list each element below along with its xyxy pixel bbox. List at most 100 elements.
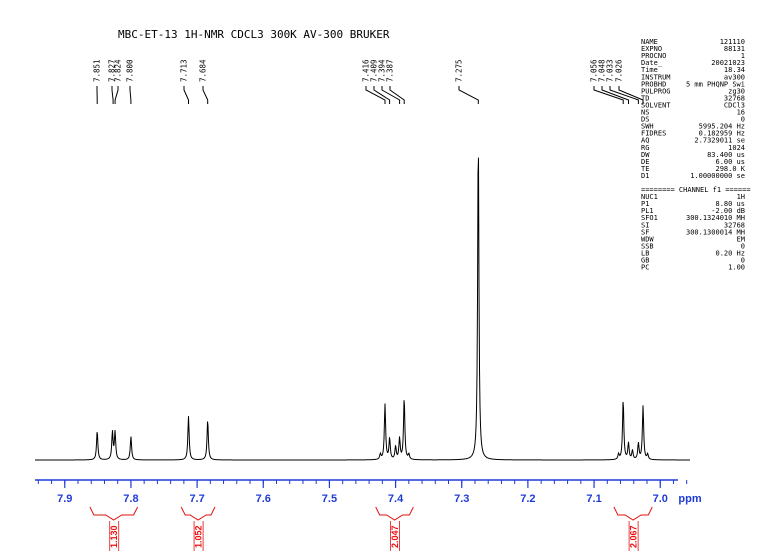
- peak-label-leader: [609, 86, 639, 104]
- peak-label-leader: [114, 86, 119, 104]
- param-key: PROCNO: [641, 52, 666, 60]
- x-axis-label: ppm: [678, 493, 701, 505]
- param-value: 0.182959 Hz: [699, 130, 745, 138]
- param-value: 1024: [728, 144, 745, 152]
- integral-group: 1.130 1.052 2.047 2.067: [89, 506, 653, 551]
- param-value: zg30: [728, 87, 745, 95]
- param-value: 32768: [724, 94, 745, 102]
- integral-value: 2.047: [390, 525, 400, 548]
- integral-bracket: [375, 506, 414, 521]
- peak-label-leader: [381, 86, 401, 104]
- param-value: 6.00 us: [715, 158, 745, 166]
- param-key: Time: [641, 66, 658, 74]
- param-key: EXPNO: [641, 45, 662, 53]
- param-key: SSB: [641, 242, 654, 250]
- peak-label: 7.409: [370, 59, 379, 82]
- param-value: 32768: [724, 221, 745, 229]
- tick-label: 7.5: [322, 493, 337, 505]
- peak-label: 7.800: [126, 59, 135, 82]
- integral-bracket: [613, 506, 653, 521]
- param-value: 0: [741, 116, 745, 124]
- peak-label: 7.851: [93, 59, 102, 82]
- tick-label: 7.7: [189, 493, 204, 505]
- param-value: 0: [741, 257, 745, 265]
- peak-label-leader: [111, 86, 114, 104]
- param-value: 1.00: [728, 264, 745, 272]
- param-key: PROBHD: [641, 80, 666, 88]
- tick-label: 7.1: [586, 493, 601, 505]
- peak-label-leader: [601, 86, 629, 104]
- param-value: 300.1300014 MH: [686, 228, 745, 236]
- param-value: 88131: [724, 45, 745, 53]
- tick-label: 7.6: [256, 493, 271, 505]
- peak-label: 7.827: [108, 59, 117, 82]
- param-key: D1: [641, 172, 649, 180]
- param-value: av300: [724, 73, 745, 81]
- param-value: EM: [737, 235, 745, 243]
- param-key: SFO1: [641, 214, 658, 222]
- param-key: LB: [641, 249, 649, 257]
- peak-label: 7.824: [114, 59, 123, 82]
- param-value: 2.7329011 se: [694, 137, 745, 145]
- peak-label: 7.416: [362, 59, 371, 82]
- param-value: 5995.204 Hz: [699, 123, 745, 131]
- param-key: SI: [641, 221, 649, 229]
- peak-label-leader: [389, 86, 405, 104]
- param-key: GB: [641, 257, 649, 265]
- spectrum-trace: [35, 157, 690, 461]
- peak-label-leader: [202, 86, 209, 104]
- param-key: TD: [641, 94, 649, 102]
- peak-label-leader: [129, 86, 132, 104]
- param-value: 20021023: [711, 59, 745, 67]
- param-key: NUC1: [641, 193, 658, 201]
- param-key: FIDRES: [641, 130, 666, 138]
- param-value: -2.00 dB: [711, 207, 745, 215]
- peak-label-leader: [183, 86, 189, 104]
- param-key: WDW: [641, 235, 654, 243]
- peak-label: 7.048: [598, 59, 607, 82]
- ppm-axis: 7.9 7.8 7.7 7.6 7.5 7.4 7.3 7.2 7.1 7.0 ppm: [35, 479, 702, 505]
- param-key: SWH: [641, 123, 654, 131]
- param-key: PL1: [641, 207, 654, 215]
- param-value: 83.400 us: [707, 151, 745, 159]
- peak-label: 7.275: [455, 59, 464, 82]
- param-key: SOLVENT: [641, 101, 671, 109]
- param-key: RG: [641, 144, 649, 152]
- param-value: 5 mm PHQNP Swi: [686, 80, 745, 88]
- integral-value: 1.052: [194, 525, 204, 548]
- acquisition-parameters: NAME 121110 EXPNO 88131 PROCNO 1 Date_ 20021023…: [641, 38, 751, 272]
- peak-label: 7.026: [615, 59, 624, 82]
- param-value: 300.1324010 MH: [686, 214, 745, 222]
- peak-label-leader: [373, 86, 391, 104]
- tick-label: 7.4: [388, 493, 404, 505]
- param-value: 1H: [737, 193, 745, 201]
- peak-label: 7.056: [590, 59, 599, 82]
- param-value: 1.00000000 se: [690, 172, 745, 180]
- peak-label: 7.394: [378, 59, 387, 82]
- param-value: 1: [741, 52, 745, 60]
- peak-label-leader: [458, 86, 479, 104]
- peak-label-leader: [365, 86, 386, 104]
- param-key: Date_: [641, 59, 663, 67]
- param-key: INSTRUM: [641, 73, 671, 81]
- param-key: NS: [641, 109, 649, 117]
- param-value: 121110: [720, 38, 745, 46]
- peak-label: 7.387: [386, 59, 395, 82]
- param-key: P1: [641, 200, 649, 208]
- tick-label: 7.9: [57, 493, 72, 505]
- spectrum-title: MBC-ET-13 1H-NMR CDCL3 300K AV-300 BRUKE…: [118, 28, 390, 41]
- param-value: CDCl3: [724, 101, 745, 109]
- param-value: 0: [741, 242, 745, 250]
- param-key: NAME: [641, 38, 658, 46]
- tick-label: 7.3: [454, 493, 469, 505]
- param-key: SF: [641, 228, 649, 236]
- param-key: DE: [641, 158, 649, 166]
- param-key: AQ: [641, 137, 649, 145]
- tick-label: 7.8: [123, 493, 138, 505]
- param-value: 18.34: [724, 66, 745, 74]
- tick-label: 7.2: [520, 493, 535, 505]
- param-key: PC: [641, 264, 649, 272]
- peak-label: 7.033: [606, 59, 615, 82]
- integral-bracket: [89, 506, 139, 521]
